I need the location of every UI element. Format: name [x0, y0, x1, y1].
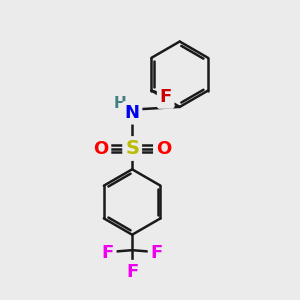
Text: O: O	[156, 140, 171, 158]
Text: F: F	[160, 88, 172, 106]
Text: N: N	[125, 104, 140, 122]
Text: O: O	[93, 140, 109, 158]
Text: F: F	[150, 244, 163, 262]
Text: F: F	[102, 244, 114, 262]
Text: F: F	[126, 262, 138, 280]
Text: H: H	[113, 96, 126, 111]
Text: S: S	[125, 139, 139, 158]
